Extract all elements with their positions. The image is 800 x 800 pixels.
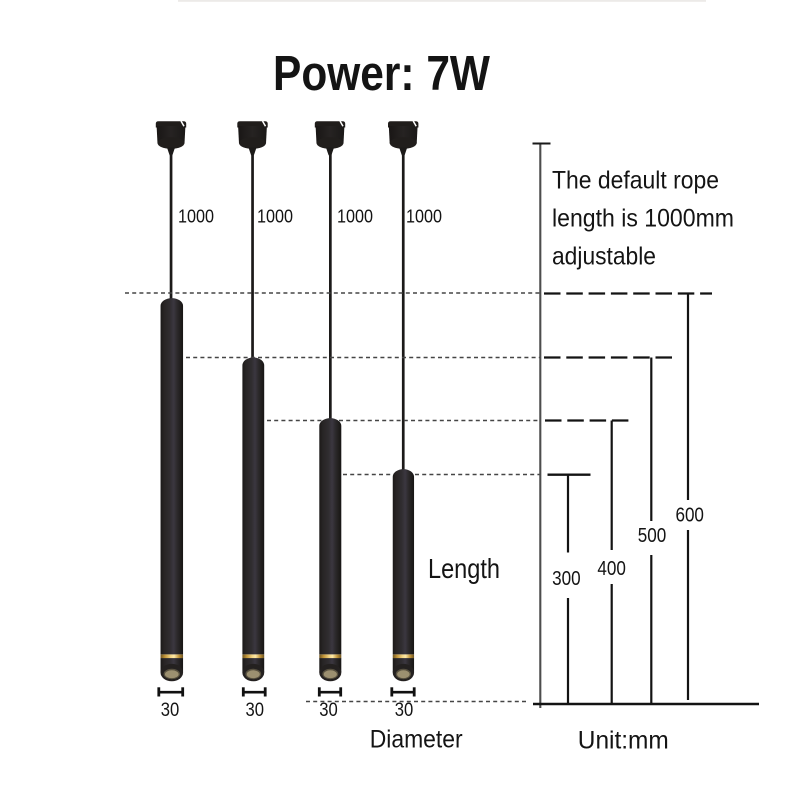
svg-text:Unit:mm: Unit:mm — [578, 727, 669, 755]
svg-text:length is 1000mm: length is 1000mm — [552, 205, 734, 233]
svg-text:1000: 1000 — [257, 207, 293, 227]
svg-text:1000: 1000 — [337, 207, 373, 227]
svg-text:Power: 7W: Power: 7W — [273, 46, 490, 101]
svg-text:1000: 1000 — [178, 207, 214, 227]
svg-text:600: 600 — [675, 505, 704, 527]
svg-text:30: 30 — [161, 700, 180, 721]
svg-text:Diameter: Diameter — [370, 725, 463, 753]
svg-text:30: 30 — [395, 700, 414, 721]
svg-text:400: 400 — [597, 558, 626, 580]
svg-text:30: 30 — [319, 700, 338, 721]
svg-text:30: 30 — [246, 700, 265, 721]
svg-text:Length: Length — [428, 553, 500, 584]
svg-text:500: 500 — [638, 525, 667, 547]
svg-text:adjustable: adjustable — [552, 243, 656, 271]
svg-text:The default rope: The default rope — [552, 167, 719, 195]
svg-text:300: 300 — [552, 568, 581, 590]
svg-text:1000: 1000 — [406, 207, 442, 227]
